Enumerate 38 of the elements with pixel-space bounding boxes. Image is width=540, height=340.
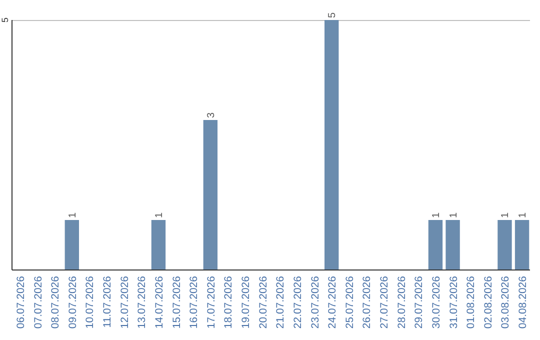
- data-label: 1: [500, 212, 512, 218]
- data-label: 1: [518, 212, 529, 218]
- x-tick-label: 31.07.2026: [448, 276, 460, 329]
- x-tick-label: 25.07.2026: [344, 276, 356, 329]
- x-tick-label: 01.08.2026: [465, 276, 478, 329]
- x-tick-label: 04.08.2026: [517, 276, 530, 329]
- x-tick-label: 12.07.2026: [118, 276, 131, 329]
- data-label: 3: [206, 112, 217, 118]
- data-label: 1: [430, 212, 442, 218]
- x-tick-label: 14.07.2026: [153, 276, 166, 329]
- x-tick-label: 07.07.2026: [32, 276, 44, 329]
- x-tick-label: 09.07.2026: [66, 276, 79, 329]
- x-tick-label: 03.08.2026: [500, 276, 512, 329]
- x-tick-label: 10.07.2026: [84, 276, 96, 329]
- x-tick-label: 02.08.2026: [482, 276, 494, 329]
- x-tick-label: 28.07.2026: [396, 276, 408, 329]
- x-tick-label: 11.07.2026: [102, 276, 114, 328]
- x-tick-label: 30.07.2026: [430, 276, 442, 329]
- data-label: 1: [154, 212, 165, 218]
- data-label: 5: [327, 12, 338, 18]
- x-tick-label: 24.07.2026: [326, 276, 339, 329]
- x-tick-label: 13.07.2026: [136, 276, 148, 329]
- x-tick-label: 20.07.2026: [257, 276, 270, 329]
- x-tick-label: 16.07.2026: [188, 276, 200, 329]
- x-tick-label: 08.07.2026: [50, 276, 62, 329]
- x-tick-label: 19.07.2026: [240, 276, 252, 329]
- x-tick-label: 23.07.2026: [309, 276, 322, 329]
- data-label: 1: [448, 212, 460, 218]
- x-tick-label: 18.07.2026: [222, 276, 235, 329]
- x-tick-label: 15.07.2026: [170, 276, 183, 329]
- x-tick-label: 26.07.2026: [361, 276, 374, 329]
- x-tick-label: 21.07.2026: [274, 276, 287, 329]
- x-tick-label: 06.07.2026: [14, 276, 27, 329]
- data-label: 1: [67, 212, 78, 218]
- x-tick-label: 17.07.2026: [205, 276, 218, 329]
- x-tick-label: 22.07.2026: [292, 276, 304, 329]
- x-tick-label: 29.07.2026: [413, 276, 426, 329]
- x-tick-label: 27.07.2026: [378, 276, 391, 329]
